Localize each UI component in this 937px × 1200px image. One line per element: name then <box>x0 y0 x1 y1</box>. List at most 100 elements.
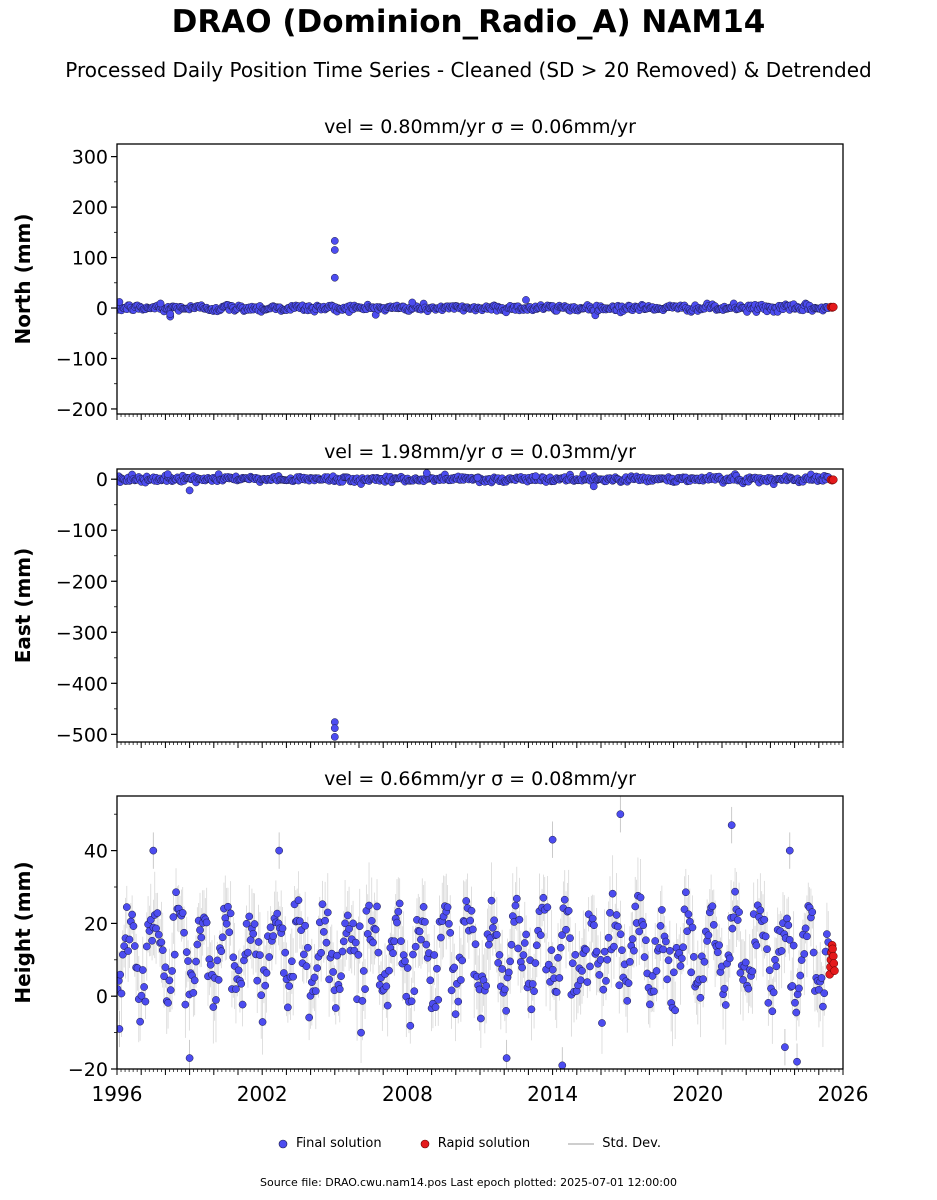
final-point <box>741 958 750 967</box>
legend-item-std: Std. Dev. <box>566 1136 661 1151</box>
outlier-point <box>156 299 165 308</box>
final-point <box>476 1014 485 1023</box>
plot-frame <box>116 143 844 415</box>
final-point <box>800 950 809 958</box>
final-point <box>532 941 541 950</box>
final-point <box>520 939 529 947</box>
final-point <box>325 975 333 984</box>
final-point <box>181 1000 190 1009</box>
final-point <box>136 1017 144 1026</box>
final-point <box>756 906 765 915</box>
final-point <box>600 947 609 956</box>
final-point <box>406 1021 415 1030</box>
final-point <box>234 966 243 975</box>
outlier-point <box>330 724 339 733</box>
final-point <box>735 908 743 916</box>
final-point <box>715 941 723 950</box>
final-point <box>679 943 688 952</box>
final-point <box>161 963 170 972</box>
final-point <box>469 925 477 934</box>
final-point <box>650 987 658 996</box>
final-point <box>506 957 514 966</box>
final-point <box>345 924 353 933</box>
final-point <box>224 902 232 911</box>
final-point <box>688 923 697 932</box>
final-point <box>164 998 172 1007</box>
final-point <box>646 1000 654 1009</box>
outlier-point <box>117 298 124 306</box>
final-point <box>178 909 187 917</box>
final-point <box>760 915 769 924</box>
final-point <box>431 1003 440 1012</box>
final-point <box>217 947 226 956</box>
final-point <box>769 988 778 997</box>
final-point <box>595 971 604 979</box>
final-point <box>492 930 501 939</box>
final-point <box>500 985 509 994</box>
final-marker-icon <box>278 1139 288 1148</box>
final-point <box>571 950 580 959</box>
final-point <box>728 924 737 933</box>
final-point <box>369 938 377 947</box>
final-point <box>639 921 648 930</box>
final-point <box>165 976 174 985</box>
final-point <box>487 896 496 905</box>
final-point <box>141 997 150 1006</box>
final-point <box>554 953 562 962</box>
final-point <box>256 951 264 959</box>
final-point <box>664 956 673 965</box>
final-point <box>519 951 528 959</box>
final-point <box>681 888 690 897</box>
legend: Final solution Rapid solution Std. Dev. <box>0 1136 937 1151</box>
final-point <box>154 930 163 939</box>
final-point <box>708 902 717 911</box>
final-point <box>202 918 211 927</box>
final-point <box>335 985 344 993</box>
final-point <box>582 945 590 954</box>
final-point <box>341 919 349 928</box>
final-point <box>583 978 592 986</box>
x-tick-label: 1996 <box>92 1082 143 1106</box>
final-point <box>357 1028 365 1037</box>
final-point <box>823 930 831 938</box>
final-point <box>359 967 368 975</box>
final-point <box>339 937 348 946</box>
final-point <box>289 972 298 981</box>
final-point <box>117 970 124 979</box>
final-point <box>658 906 666 914</box>
final-point <box>801 924 810 933</box>
final-point <box>394 907 403 916</box>
page-title: DRAO (Dominion_Radio_A) NAM14 <box>171 4 766 40</box>
final-point <box>564 906 573 915</box>
final-point <box>771 955 779 964</box>
outlier-point <box>727 821 736 829</box>
final-point <box>457 976 465 984</box>
final-point <box>628 935 637 943</box>
final-point <box>209 1003 218 1011</box>
final-point <box>117 989 126 998</box>
final-point <box>250 920 259 928</box>
final-point <box>244 948 252 957</box>
x-tick-label: 2020 <box>672 1082 723 1106</box>
final-point <box>140 983 148 991</box>
final-point <box>415 927 424 936</box>
final-point <box>817 974 826 982</box>
final-point <box>184 957 192 965</box>
final-point <box>422 940 431 949</box>
final-point <box>214 976 223 984</box>
outlier-point <box>422 469 431 477</box>
final-point <box>265 953 274 961</box>
outlier-point <box>330 273 339 282</box>
final-point <box>385 966 393 975</box>
final-point <box>606 908 614 917</box>
final-point <box>124 947 132 955</box>
final-point <box>555 974 564 982</box>
final-point <box>467 906 476 915</box>
final-point <box>792 1008 801 1017</box>
final-point <box>788 982 797 990</box>
outlier-point <box>275 846 283 855</box>
final-point <box>317 948 325 957</box>
final-point <box>294 896 303 905</box>
final-point <box>245 912 254 921</box>
final-point <box>725 954 734 963</box>
